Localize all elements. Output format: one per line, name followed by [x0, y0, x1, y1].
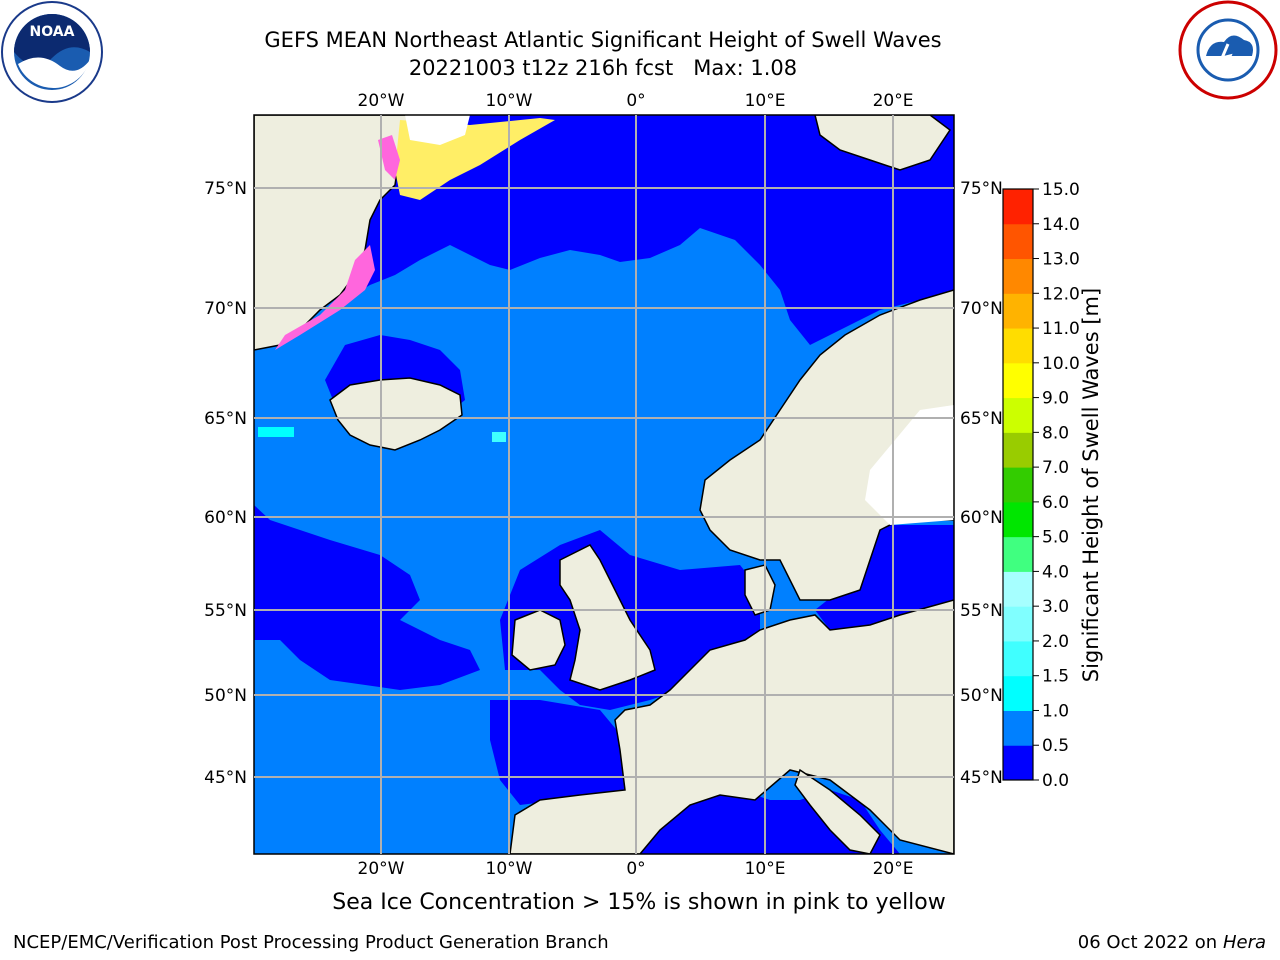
latitude-tick-label: 65°N — [960, 409, 1003, 429]
chart-subtitle: 20221003 t12z 216h fcst Max: 1.08 — [408, 56, 798, 80]
colorbar-tick-label: 7.0 — [1042, 458, 1069, 478]
sea-ice-white — [405, 115, 470, 145]
colorbar-segment — [1003, 467, 1033, 503]
colorbar-segment — [1003, 258, 1033, 294]
ocean-swell-low-arctic — [330, 115, 954, 345]
colorbar-segment — [1003, 640, 1033, 677]
longitude-tick-label: 0° — [626, 859, 645, 879]
colorbar-segment — [1003, 710, 1033, 746]
colorbar-tick-label: 12.0 — [1042, 284, 1080, 304]
longitude-tick-label: 10°E — [745, 859, 786, 879]
colorbar-tick-label: 0.5 — [1042, 736, 1069, 756]
footer-date-text: 06 Oct 2022 on — [1077, 932, 1223, 953]
land-italy — [794, 768, 881, 854]
colorbar-segment — [1003, 536, 1033, 572]
colorbar-segment — [1003, 362, 1033, 399]
colorbar-tick-label: 1.0 — [1042, 701, 1069, 721]
colorbar-tick-label: 2.0 — [1042, 632, 1069, 652]
latitude-tick-label: 50°N — [204, 686, 247, 706]
latitude-tick-label: 50°N — [960, 686, 1003, 706]
latitude-tick-label: 70°N — [204, 299, 247, 319]
colorbar-tick-label: 9.0 — [1042, 389, 1069, 409]
colorbar-tick-label: 0.0 — [1042, 771, 1069, 791]
longitude-tick-label: 20°E — [873, 859, 914, 879]
colorbar-tick-label: 14.0 — [1042, 215, 1080, 235]
land-iceland — [329, 377, 463, 451]
longitude-tick-label: 10°E — [745, 91, 786, 111]
colorbar-tick-label: 3.0 — [1042, 597, 1069, 617]
sea-ice-pink — [275, 245, 375, 350]
latitude-tick-label: 60°N — [204, 508, 247, 528]
colorbar-tick-label: 6.0 — [1042, 493, 1069, 513]
ocean-swell-low-biscay — [490, 700, 625, 805]
longitude-tick-label: 20°W — [358, 859, 405, 879]
latitude-tick-label: 65°N — [204, 409, 247, 429]
longitude-tick-label: 20°W — [358, 91, 405, 111]
noaa-logo: NOAA — [1, 1, 103, 103]
latitude-tick-label: 45°N — [960, 768, 1003, 788]
colorbar-tick-label: 15.0 — [1042, 180, 1080, 200]
colorbar-segment — [1003, 675, 1033, 711]
latitude-tick-label: 45°N — [204, 768, 247, 788]
latitude-tick-label: 55°N — [204, 601, 247, 621]
colorbar-segment — [1003, 501, 1033, 538]
colorbar-tick-label: 11.0 — [1042, 319, 1080, 339]
noaa-logo-text: NOAA — [30, 24, 75, 40]
footer-date: 06 Oct 2022 on Hera — [1078, 932, 1266, 953]
longitude-tick-label: 10°W — [486, 859, 533, 879]
colorbar-frame — [1002, 188, 1034, 781]
colorbar-segment — [1003, 606, 1033, 642]
map-frame — [253, 114, 955, 855]
colorbar-segment — [1003, 223, 1033, 260]
footer-credit: NCEP/EMC/Verification Post Processing Pr… — [13, 932, 609, 953]
land-svalbard — [814, 115, 952, 171]
sea-ice-pink-north — [378, 135, 400, 180]
land-finland-ice-free — [865, 405, 954, 525]
ocean-swell-low-baltic — [815, 525, 954, 630]
swell-cyan-patch-2 — [492, 432, 506, 442]
nws-logo — [1178, 0, 1278, 100]
land-uk — [559, 544, 656, 691]
latitude-tick-label: 60°N — [960, 508, 1003, 528]
latitude-tick-label: 55°N — [960, 601, 1003, 621]
longitude-tick-label: 20°E — [873, 91, 914, 111]
sea-ice-footnote: Sea Ice Concentration > 15% is shown in … — [332, 890, 946, 915]
colorbar-tick-label: 8.0 — [1042, 423, 1069, 443]
colorbar-label: Significant Height of Swell Waves [m] — [1079, 287, 1103, 683]
ocean-swell-low-west — [254, 505, 480, 690]
colorbar-segment — [1003, 397, 1033, 433]
latitude-tick-label: 75°N — [204, 179, 247, 199]
footer-machine: Hera — [1222, 932, 1266, 953]
map-content — [254, 115, 954, 854]
swell-cyan-patch — [258, 427, 294, 437]
latitude-tick-label: 75°N — [960, 179, 1003, 199]
longitude-tick-label: 10°W — [486, 91, 533, 111]
land-continent — [509, 599, 954, 854]
colorbar-tick-label: 13.0 — [1042, 250, 1080, 270]
longitude-tick-label: 0° — [626, 91, 645, 111]
colorbar-segment — [1003, 293, 1033, 329]
colorbar-tick-label: 4.0 — [1042, 562, 1069, 582]
colorbar-tick-label: 10.0 — [1042, 354, 1080, 374]
graticule — [254, 115, 954, 854]
chart-title: GEFS MEAN Northeast Atlantic Significant… — [264, 28, 942, 52]
colorbar-segment — [1003, 189, 1033, 225]
colorbar-segment — [1003, 571, 1033, 607]
colorbar-segment — [1003, 745, 1033, 781]
colorbar-segment — [1003, 328, 1033, 364]
colorbar-tick-label: 5.0 — [1042, 528, 1069, 548]
land-ireland — [511, 609, 566, 671]
latitude-tick-label: 70°N — [960, 299, 1003, 319]
colorbar-segment — [1003, 432, 1033, 468]
colorbar-tick-label: 1.5 — [1042, 667, 1069, 687]
